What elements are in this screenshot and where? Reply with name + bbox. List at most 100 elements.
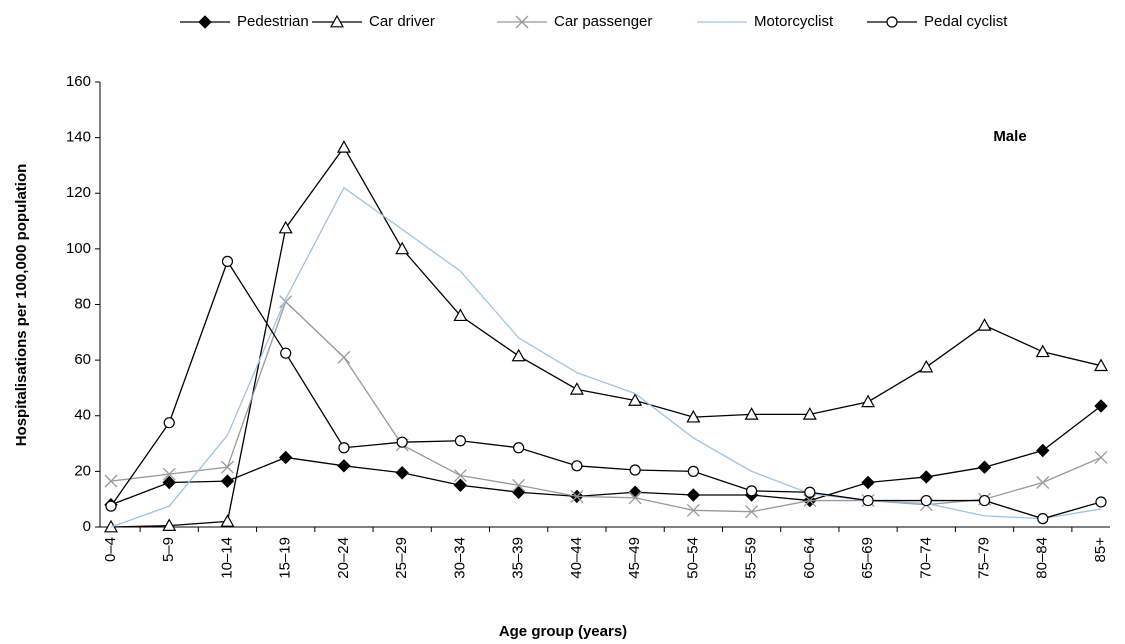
x-tick-label: 75–79 (975, 537, 992, 579)
y-axis-title: Hospitalisations per 100,000 population (13, 164, 30, 447)
marker (454, 435, 467, 447)
marker (280, 347, 292, 359)
marker (803, 494, 817, 508)
legend-label: Motorcyclist (754, 13, 834, 30)
x-tick-label: 25–29 (393, 537, 410, 579)
marker (570, 489, 584, 503)
marker (686, 409, 701, 423)
marker (1095, 496, 1107, 508)
marker (221, 460, 234, 474)
marker (396, 436, 408, 448)
marker (1035, 344, 1050, 358)
marker (278, 220, 293, 234)
marker (628, 485, 642, 499)
marker (512, 478, 526, 492)
marker (453, 478, 468, 492)
x-tick-label: 55–59 (743, 537, 760, 579)
y-tick-label: 40 (74, 407, 91, 424)
marker (162, 467, 176, 481)
marker (1094, 451, 1108, 464)
marker (745, 505, 759, 519)
marker (977, 318, 992, 331)
series-line (110, 146, 1102, 528)
legend-marker (886, 16, 898, 28)
x-tick-label: 15–19 (277, 537, 294, 579)
series-line (110, 186, 1102, 528)
marker (104, 474, 118, 488)
y-tick-label: 160 (66, 73, 91, 90)
series-line (110, 300, 1102, 513)
y-tick-label: 100 (66, 240, 91, 257)
marker (687, 465, 699, 477)
marker (395, 241, 410, 255)
x-tick-label: 0–4 (102, 537, 119, 562)
marker (862, 494, 874, 507)
marker (919, 359, 934, 373)
marker (162, 518, 177, 532)
series-line (110, 405, 1102, 506)
marker (337, 350, 351, 364)
y-tick-label: 140 (66, 129, 91, 146)
marker (511, 485, 526, 499)
marker (278, 450, 293, 465)
legend-marker (515, 15, 529, 29)
marker (802, 407, 817, 420)
x-tick-label: 35–39 (510, 537, 527, 579)
x-tick-label: 5–9 (160, 537, 177, 562)
marker (1094, 399, 1108, 413)
marker (163, 417, 175, 429)
marker (629, 464, 641, 476)
marker (686, 503, 700, 517)
y-tick-label: 60 (74, 351, 91, 368)
marker (571, 460, 583, 472)
marker (511, 348, 526, 362)
x-tick-label: 60–64 (801, 537, 818, 579)
marker (220, 474, 235, 488)
marker (920, 494, 932, 507)
legend-label: Pedestrian (237, 13, 309, 30)
marker (745, 485, 758, 497)
y-tick-label: 120 (66, 184, 91, 201)
marker (453, 469, 467, 483)
marker (1036, 443, 1050, 458)
marker (686, 488, 701, 502)
marker (861, 394, 876, 408)
marker (221, 255, 234, 267)
x-tick-label: 50–54 (684, 537, 701, 579)
marker (220, 514, 235, 527)
marker (919, 470, 934, 484)
marker (1036, 476, 1050, 489)
marker (1037, 513, 1049, 525)
legend-label: Car driver (369, 13, 435, 30)
marker (569, 382, 584, 395)
y-tick-label: 0 (83, 518, 91, 535)
marker (628, 393, 643, 406)
marker (513, 442, 525, 454)
y-tick-label: 20 (74, 462, 91, 479)
marker (279, 295, 293, 309)
marker (336, 140, 351, 153)
x-tick-label: 10–14 (218, 537, 235, 579)
x-axis-title: Age group (years) (499, 623, 627, 640)
marker (744, 407, 759, 420)
legend-label: Car passenger (554, 13, 652, 30)
marker (628, 491, 642, 505)
series-line (110, 259, 1102, 520)
x-tick-label: 80–84 (1034, 537, 1051, 579)
marker (395, 466, 409, 480)
legend-label: Pedal cyclist (924, 13, 1008, 30)
marker (804, 486, 816, 498)
x-tick-label: 20–24 (335, 537, 352, 579)
marker (978, 494, 991, 507)
annotation: Male (993, 128, 1026, 145)
y-tick-label: 80 (74, 295, 91, 312)
x-tick-label: 85+ (1092, 537, 1109, 563)
marker (453, 308, 468, 322)
x-tick-label: 30–34 (451, 537, 468, 579)
x-tick-label: 70–74 (917, 537, 934, 579)
marker (1093, 358, 1109, 372)
marker (861, 475, 875, 490)
marker (337, 459, 351, 473)
legend-marker (329, 14, 345, 28)
